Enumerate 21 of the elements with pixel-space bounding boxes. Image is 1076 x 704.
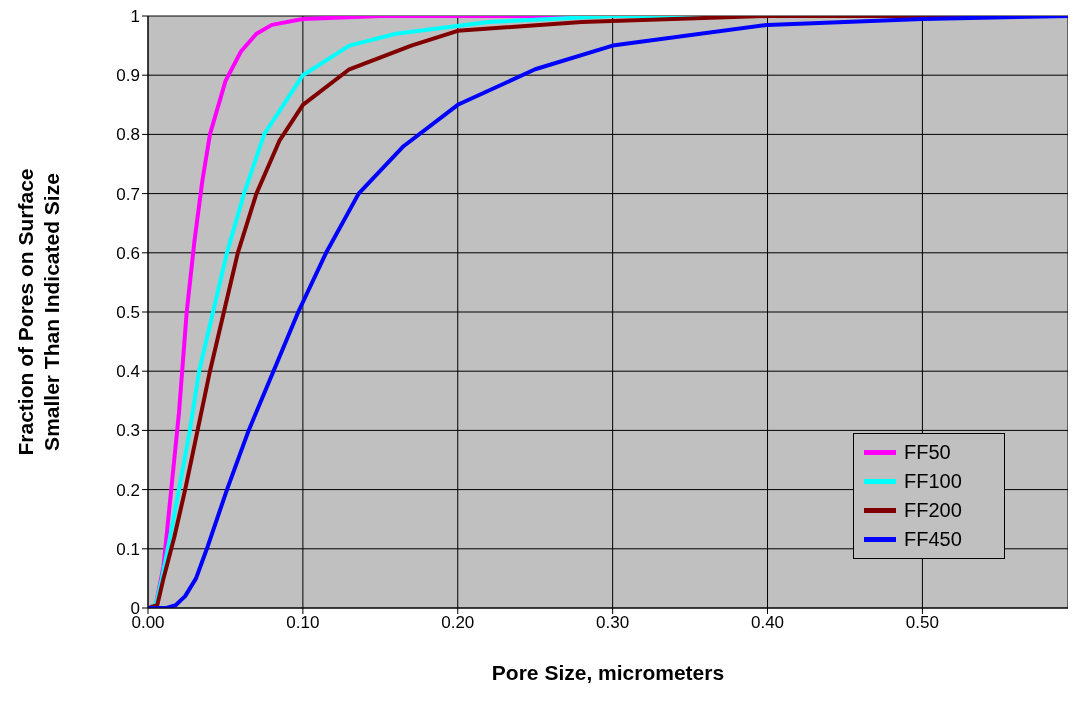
y-tick-label: 0.2 bbox=[116, 480, 140, 500]
y-tick-label: 1 bbox=[130, 7, 140, 27]
x-axis-title: Pore Size, micrometers bbox=[491, 661, 725, 684]
x-tick-label: 0.20 bbox=[441, 613, 475, 633]
y-tick-label: 0.1 bbox=[116, 539, 140, 559]
x-tick-label: 0.50 bbox=[905, 613, 939, 633]
y-tick-label: 0.5 bbox=[116, 303, 140, 323]
x-tick-label: 0.10 bbox=[286, 613, 320, 633]
legend-label: FF100 bbox=[904, 470, 962, 493]
y-tick-label: 0.6 bbox=[116, 243, 140, 263]
legend-label: FF50 bbox=[904, 441, 951, 464]
legend-label: FF200 bbox=[904, 499, 962, 522]
y-tick-label: 0.7 bbox=[116, 184, 140, 204]
y-tick-label: 0.9 bbox=[116, 66, 140, 86]
x-tick-label: 0.30 bbox=[596, 613, 630, 633]
y-tick-label: 0.3 bbox=[116, 421, 140, 441]
legend-label: FF450 bbox=[904, 528, 962, 551]
x-tick-label: 0.40 bbox=[750, 613, 785, 633]
y-axis-title: Fraction of Pores on Surface Smaller Than Indicated Size bbox=[14, 168, 63, 456]
y-tick-label: 0.8 bbox=[116, 125, 140, 145]
y-tick-label: 0.4 bbox=[116, 362, 140, 382]
